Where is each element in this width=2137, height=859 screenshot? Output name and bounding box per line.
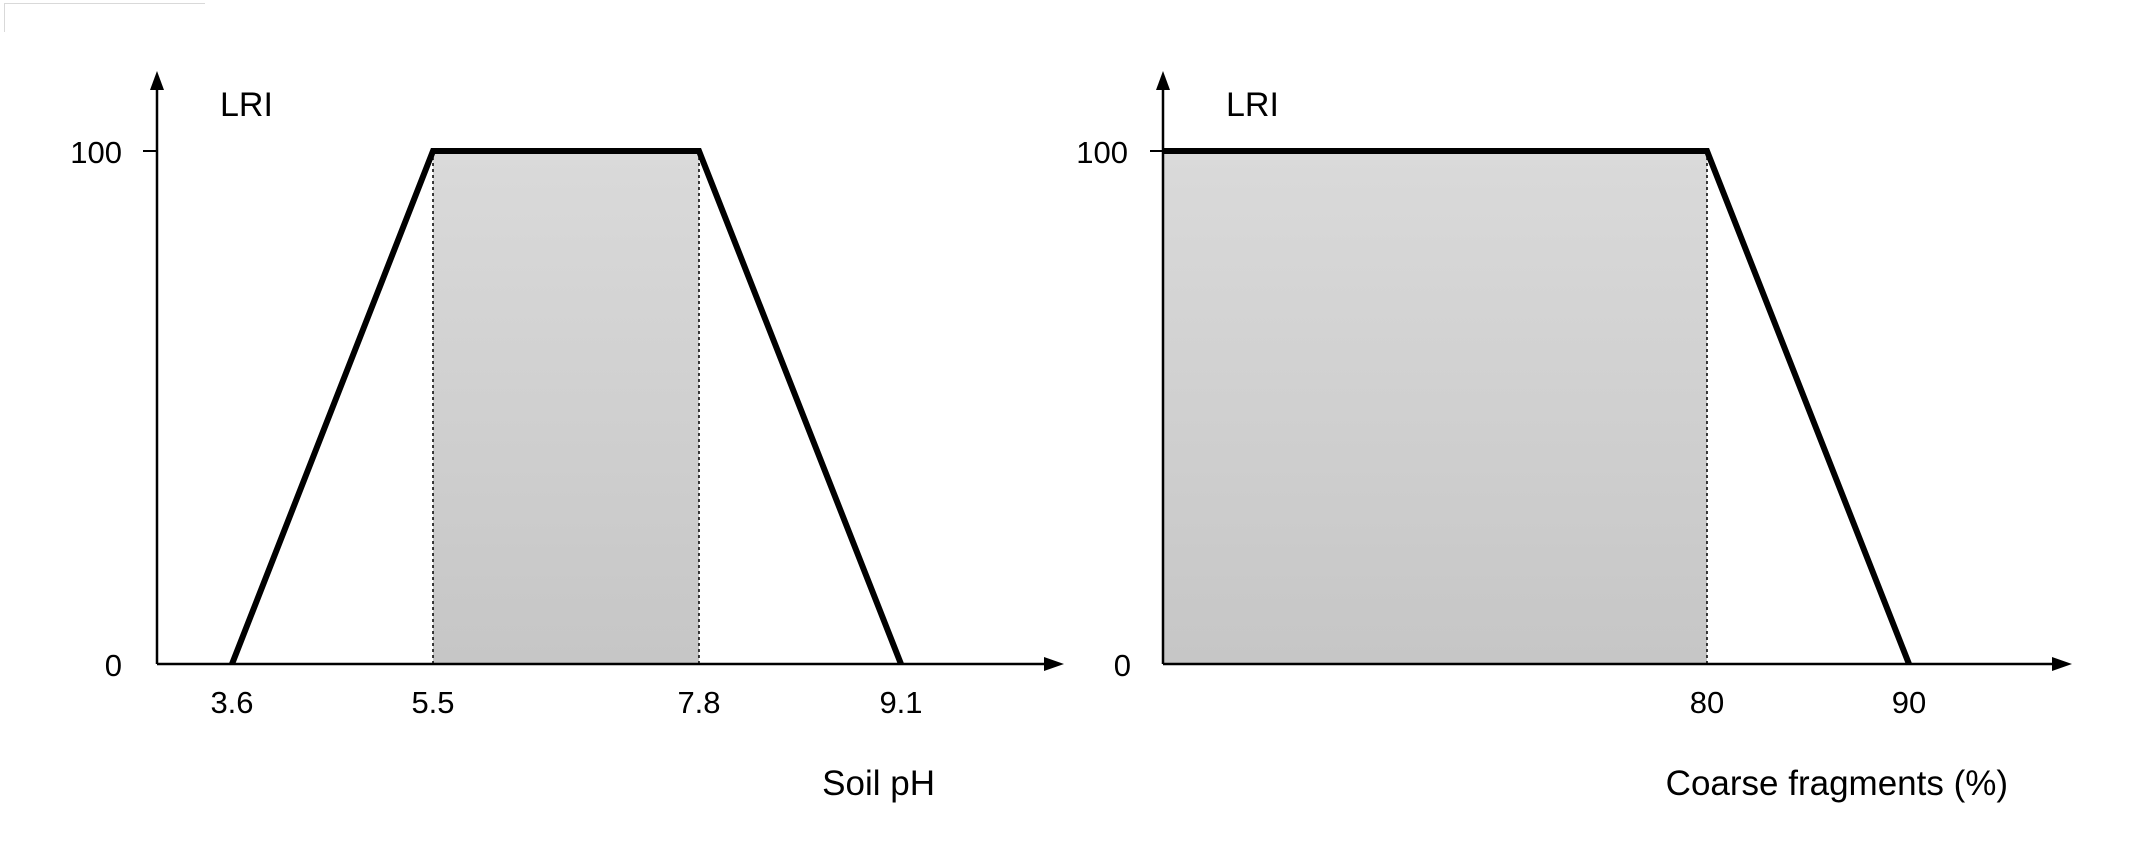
x-tick-label: 90: [1892, 685, 1926, 720]
x-tick-label: 5.5: [411, 685, 454, 720]
x-tick-label: 9.1: [879, 685, 922, 720]
y-axis-label: LRI: [220, 86, 273, 124]
corner-mark: [4, 3, 205, 32]
y-axis-arrow: [150, 71, 164, 90]
y-tick-label-0: 0: [1114, 648, 1131, 683]
x-axis-arrow: [2052, 657, 2072, 671]
lri-series-line: [229, 148, 904, 666]
x-axis-arrow: [1044, 657, 1064, 671]
suitable-range-shade: [433, 151, 699, 664]
x-tick-label: 80: [1690, 685, 1724, 720]
y-tick-label-100: 100: [1076, 135, 1128, 170]
suitable-range-shade: [1163, 151, 1707, 664]
y-tick-label-100: 100: [70, 135, 122, 170]
chart-coarse-fragments: LRI 100 0 80 90 Coarse fragments (%): [1076, 71, 2072, 803]
chart-ph: LRI 100 0 3.6 5.5 7.8 9.1 Soil pH: [70, 71, 1064, 803]
x-tick-label: 7.8: [677, 685, 720, 720]
x-tick-label: 3.6: [210, 685, 253, 720]
x-axis-label: Coarse fragments (%): [1666, 764, 2008, 803]
y-axis-label: LRI: [1226, 86, 1279, 124]
x-axis-label: Soil pH: [822, 764, 935, 803]
lri-series-line: [1163, 148, 1912, 666]
y-tick-label-0: 0: [105, 648, 122, 683]
y-axis-arrow: [1156, 71, 1170, 90]
